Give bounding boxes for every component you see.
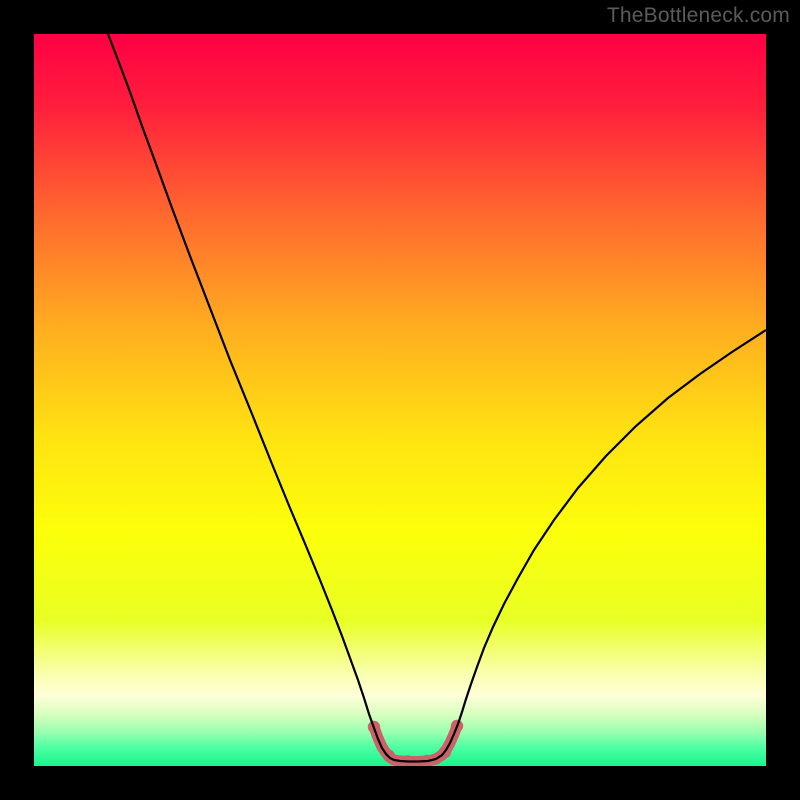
bottleneck-curve [108,34,766,762]
stage: TheBottleneck.com [0,0,800,800]
plot-area [34,34,766,766]
watermark-text: TheBottleneck.com [607,4,790,28]
curve-layer [34,34,766,766]
